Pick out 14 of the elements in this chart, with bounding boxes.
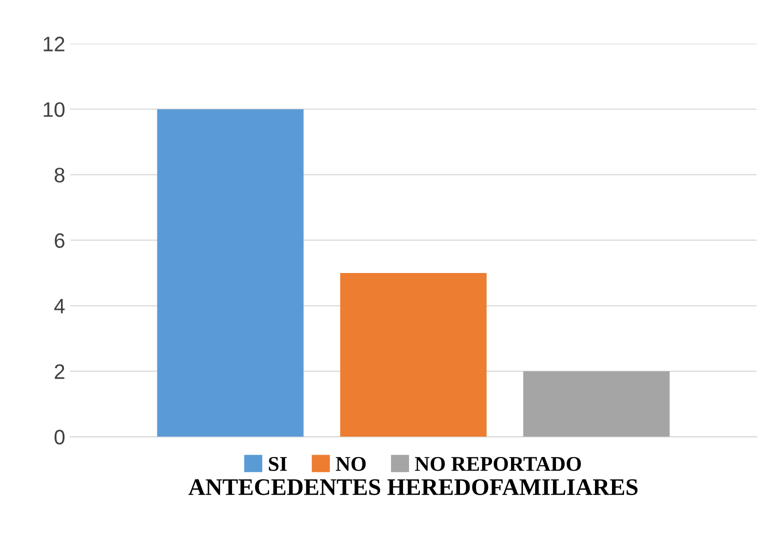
bar bbox=[523, 371, 670, 437]
y-tick-label: 10 bbox=[44, 102, 65, 117]
legend-label: SI bbox=[268, 456, 287, 471]
x-tick-label: ANTECEDENTES HEREDOFAMILIARES bbox=[188, 479, 638, 496]
y-tick-label: 0 bbox=[54, 430, 65, 445]
bar bbox=[340, 273, 487, 437]
bar bbox=[157, 109, 304, 437]
legend-label: NO REPORTADO bbox=[414, 456, 581, 471]
y-tick-label: 4 bbox=[54, 298, 65, 314]
legend-label: NO bbox=[336, 456, 366, 471]
y-tick-label: 2 bbox=[54, 364, 64, 379]
y-tick-label: 12 bbox=[44, 36, 64, 52]
y-tick-label: 8 bbox=[54, 168, 64, 182]
y-tick-label: 6 bbox=[54, 233, 64, 248]
